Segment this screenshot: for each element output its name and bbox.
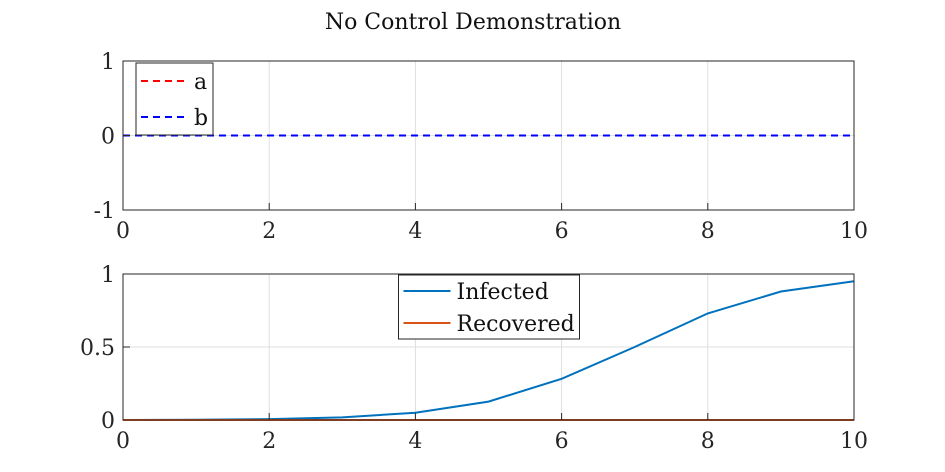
x-tick-label: 8 (701, 219, 715, 244)
legend-box (398, 274, 580, 340)
x-tick-label: 0 (116, 429, 130, 454)
x-tick-label: 6 (555, 429, 569, 454)
legend-label: a (194, 70, 207, 95)
legend-label: b (194, 106, 208, 131)
legend: ab (135, 62, 214, 136)
y-tick-label: 1 (101, 263, 115, 288)
y-tick-label: 0 (101, 409, 115, 434)
bottom-plot: 0 2 4 6 8 10 0 0.5 1 Infected Recovered (80, 263, 868, 454)
legend-label: Recovered (457, 312, 575, 337)
x-tick-label: 10 (840, 219, 868, 244)
y-tick-label: 0.5 (80, 336, 115, 361)
x-tick-label: 4 (408, 219, 422, 244)
x-tick-label: 4 (408, 429, 422, 454)
x-tick-label: 0 (116, 219, 130, 244)
x-tick-label: 8 (701, 429, 715, 454)
x-tick-label: 2 (262, 429, 276, 454)
y-tick-label: -1 (94, 199, 115, 224)
x-tick-label: 2 (262, 219, 276, 244)
y-tick-label: 0 (101, 125, 115, 150)
legend: Infected Recovered (398, 274, 580, 340)
x-tick-label: 10 (840, 429, 868, 454)
y-tick-label: 1 (101, 50, 115, 75)
legend-label: Infected (457, 280, 549, 305)
x-tick-label: 6 (555, 219, 569, 244)
chart-title: No Control Demonstration (325, 10, 621, 35)
legend-box (135, 62, 214, 136)
